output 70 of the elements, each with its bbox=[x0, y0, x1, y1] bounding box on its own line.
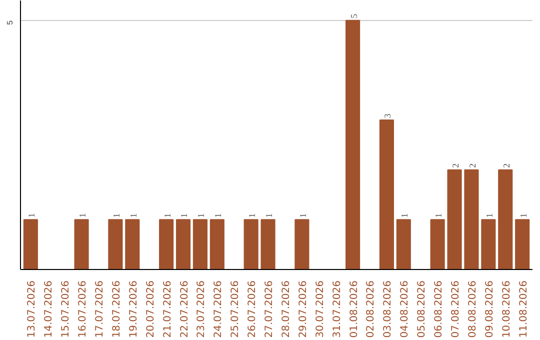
x-tick-label: 25.07.2026 bbox=[230, 280, 242, 338]
data-label: 1 bbox=[162, 213, 172, 218]
bar bbox=[396, 219, 411, 270]
x-tick-label: 18.07.2026 bbox=[111, 280, 122, 338]
x-tick-label: 30.07.2026 bbox=[314, 280, 326, 338]
x-tick-label: 07.08.2026 bbox=[450, 280, 462, 338]
x-tick-label: 26.07.2026 bbox=[247, 280, 258, 338]
x-tick-label: 31.07.2026 bbox=[332, 280, 343, 338]
data-label: 1 bbox=[78, 213, 88, 218]
x-tick-label: 23.07.2026 bbox=[196, 280, 208, 338]
x-tick-label: 05.08.2026 bbox=[416, 280, 428, 338]
bar bbox=[447, 169, 462, 270]
bar bbox=[192, 219, 208, 270]
x-tick-label: 20.07.2026 bbox=[145, 280, 156, 338]
bar bbox=[498, 169, 513, 270]
bar bbox=[108, 219, 123, 270]
x-tick-label: 22.07.2026 bbox=[179, 280, 190, 338]
data-label: 1 bbox=[196, 213, 206, 218]
data-label: 3 bbox=[382, 113, 393, 118]
data-label: 1 bbox=[484, 213, 494, 218]
x-tick-label: 15.07.2026 bbox=[60, 280, 72, 338]
x-tick-label: 04.08.2026 bbox=[400, 280, 411, 338]
data-label: 1 bbox=[518, 213, 528, 218]
x-tick-label: 16.07.2026 bbox=[78, 280, 89, 338]
data-label: 1 bbox=[128, 213, 138, 218]
x-tick-label: 08.08.2026 bbox=[467, 280, 478, 338]
bar bbox=[430, 219, 445, 270]
x-tick-label: 03.08.2026 bbox=[382, 280, 394, 338]
x-tick-label: 14.07.2026 bbox=[44, 280, 55, 338]
data-label: 2 bbox=[467, 163, 478, 168]
data-label: 1 bbox=[298, 213, 308, 218]
data-label: 1 bbox=[213, 213, 224, 218]
data-label: 1 bbox=[400, 213, 410, 218]
data-label: 1 bbox=[434, 213, 444, 218]
x-tick-label: 02.08.2026 bbox=[366, 280, 377, 338]
x-tick-label: 17.07.2026 bbox=[94, 280, 106, 338]
bar bbox=[23, 219, 38, 270]
bar bbox=[346, 20, 360, 270]
x-tick-label: 28.07.2026 bbox=[280, 280, 292, 338]
data-label: 1 bbox=[26, 213, 37, 218]
bar bbox=[379, 120, 394, 270]
bar bbox=[481, 219, 496, 270]
bar bbox=[260, 219, 276, 270]
x-tick-label: 10.08.2026 bbox=[501, 280, 512, 338]
bar bbox=[74, 219, 89, 270]
bar bbox=[464, 169, 479, 270]
data-label: 1 bbox=[179, 213, 190, 218]
x-tick-label: 13.07.2026 bbox=[26, 280, 38, 338]
bar bbox=[294, 219, 310, 270]
x-tick-label: 09.08.2026 bbox=[484, 280, 496, 338]
data-label: 1 bbox=[111, 213, 122, 218]
x-tick-label: 29.07.2026 bbox=[298, 280, 309, 338]
x-tick-label: 11.08.2026 bbox=[518, 280, 530, 338]
data-label: 2 bbox=[501, 163, 512, 168]
x-tick-label: 21.07.2026 bbox=[162, 280, 174, 338]
x-tick-label: 24.07.2026 bbox=[213, 280, 224, 338]
x-tick-label: 01.08.2026 bbox=[348, 280, 360, 338]
data-label: 5 bbox=[348, 13, 359, 18]
bar bbox=[176, 219, 191, 270]
data-label: 2 bbox=[450, 163, 461, 168]
data-label: 1 bbox=[247, 213, 258, 218]
x-tick-label: 27.07.2026 bbox=[264, 280, 276, 338]
data-label: 1 bbox=[264, 213, 274, 218]
bar bbox=[125, 219, 140, 270]
bar bbox=[515, 219, 530, 270]
bar bbox=[210, 219, 224, 270]
x-tick-label: 19.07.2026 bbox=[128, 280, 140, 338]
bar bbox=[244, 219, 258, 270]
x-tick-label: 06.08.2026 bbox=[434, 280, 445, 338]
bar bbox=[159, 219, 174, 270]
